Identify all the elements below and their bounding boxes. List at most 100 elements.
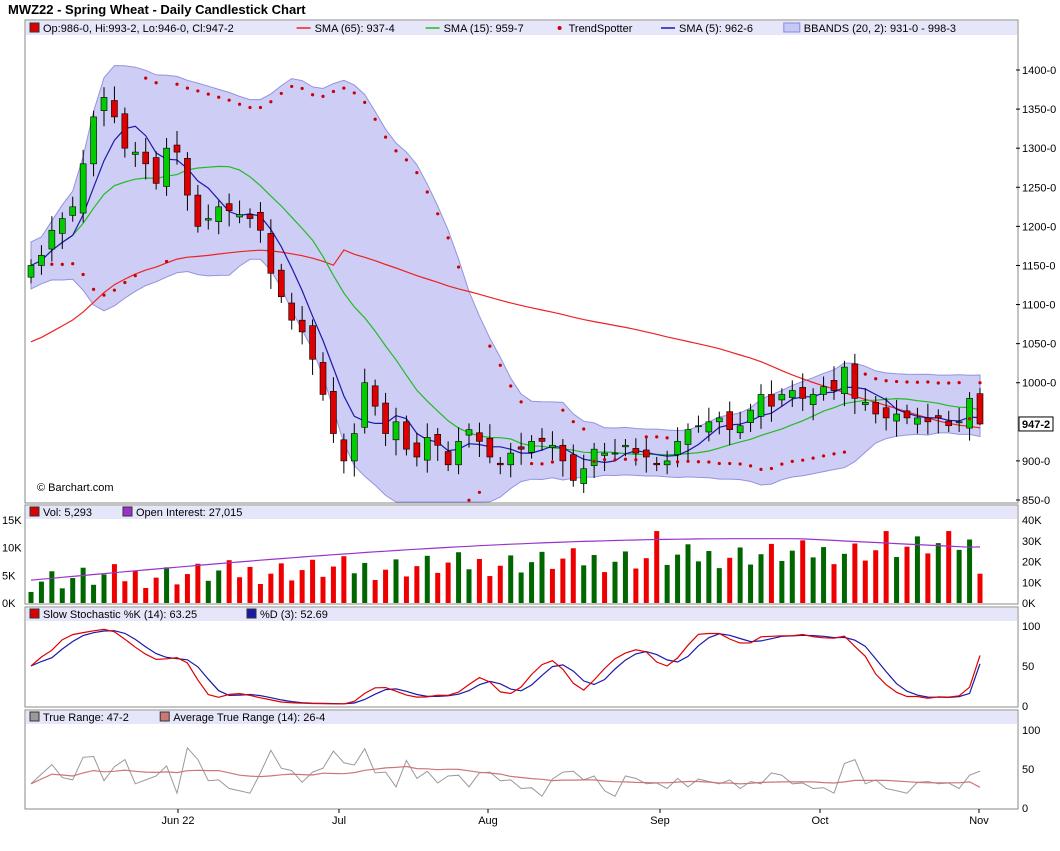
volume-bar <box>904 546 910 603</box>
volume-bar <box>768 543 774 603</box>
trendspotter-dot <box>582 427 586 431</box>
volume-bar <box>852 543 858 603</box>
candle-body <box>204 218 212 221</box>
volume-bar <box>570 548 576 603</box>
true-range-tick-label: 0 <box>1022 803 1028 815</box>
true-range-legend: True Range: 47-2 Average True Range (14):… <box>29 711 325 724</box>
candle-body <box>695 425 702 428</box>
x-tick-label: Sep <box>650 815 670 827</box>
trendspotter-dot <box>613 458 617 462</box>
trendspotter-dot <box>957 381 961 385</box>
price-tick-label: 850-0 <box>1022 495 1050 507</box>
price-tick-label: 1350-0 <box>1022 104 1056 116</box>
candle-body <box>225 203 233 212</box>
candle-body <box>58 218 66 234</box>
volume-bar <box>310 559 316 603</box>
trendspotter-dot <box>717 461 721 466</box>
trendspotter-dot <box>769 466 774 471</box>
volume-bar <box>758 554 764 603</box>
candle-body <box>48 229 56 250</box>
trendspotter-dot <box>894 379 899 384</box>
legend-swatch <box>122 506 133 517</box>
volume-bar <box>675 554 681 603</box>
x-tick-label: Jun 22 <box>161 815 194 827</box>
legend-swatch <box>783 22 801 33</box>
trendspotter-dot <box>60 262 64 266</box>
volume-bar <box>654 531 660 603</box>
volume-bar <box>184 574 190 603</box>
trendspotter-dot <box>81 272 85 277</box>
trendspotter-dot <box>300 86 304 91</box>
candle-body <box>851 363 859 399</box>
candle-body <box>705 421 713 433</box>
candle-body <box>559 444 567 462</box>
trendspotter-dot <box>738 462 742 466</box>
candle-body <box>267 233 275 274</box>
candle-body <box>809 394 817 405</box>
volume-bar <box>393 559 399 603</box>
volume-right-tick-label: 40K <box>1022 515 1042 527</box>
trendspotter-dot <box>258 105 263 110</box>
stochastic-d-line <box>30 630 981 705</box>
volume-bar <box>28 591 34 603</box>
true-range-tick-label: 100 <box>1022 725 1040 737</box>
bollinger-band <box>30 65 981 503</box>
trendspotter-dot <box>50 262 54 266</box>
volume-bar <box>351 573 357 603</box>
price-tick-label: 900-0 <box>1022 456 1050 468</box>
volume-bar <box>873 550 879 603</box>
candle-body <box>799 387 807 399</box>
trendspotter-dot <box>394 149 398 153</box>
volume-bar <box>497 565 503 603</box>
trendspotter-dot <box>342 86 346 90</box>
candle-body <box>142 151 150 165</box>
candle-body <box>653 462 661 466</box>
trendspotter-dot <box>488 344 492 348</box>
volume-bar <box>383 569 389 603</box>
legend-label: Slow Stochastic %K (14): 63.25 <box>43 609 197 621</box>
trendspotter-dot <box>91 287 96 291</box>
volume-bar <box>424 555 430 603</box>
price-tick-label: 1100-0 <box>1022 300 1055 312</box>
legend-label: True Range: 47-2 <box>43 712 129 724</box>
legend-label: Op:986-0, Hi:993-2, Lo:946-0, Cl:947-2 <box>43 23 234 35</box>
last-price-label: 947-2 <box>1022 419 1050 431</box>
trendspotter-dot <box>310 93 315 97</box>
volume-bar <box>591 555 597 603</box>
trendspotter-dot <box>133 274 137 278</box>
candle-body <box>684 429 692 445</box>
candle-body <box>569 454 577 481</box>
candle-body <box>340 439 348 462</box>
candle-body <box>736 425 744 434</box>
stochastic-legend-bar <box>26 608 1017 621</box>
trendspotter-dot <box>655 435 659 439</box>
candle-body <box>173 144 181 153</box>
volume-legend: Vol: 5,293 Open Interest: 27,015 <box>29 506 242 519</box>
candle-body <box>768 394 775 407</box>
candle-body <box>893 413 900 422</box>
price-panel: Op:986-0, Hi:993-2, Lo:946-0, Cl:947-2 SM… <box>24 19 1056 507</box>
trendspotter-dot <box>801 458 805 462</box>
volume-bar <box>831 564 837 603</box>
volume-bar <box>508 555 514 603</box>
candle-body <box>549 444 556 448</box>
volume-bar <box>49 571 55 603</box>
volume-bar <box>894 557 900 603</box>
trendspotter-dot <box>509 384 513 388</box>
candle-body <box>903 410 911 419</box>
volume-bar <box>862 560 868 603</box>
volume-bar <box>122 581 128 603</box>
trendspotter-dot <box>456 265 461 269</box>
candle-body <box>841 366 848 394</box>
trendspotter-dot <box>550 460 555 464</box>
trendspotter-dot <box>217 95 221 99</box>
candle-body <box>298 319 306 333</box>
volume-bar <box>925 553 931 603</box>
candle-body <box>131 151 139 155</box>
candle-body <box>90 116 97 165</box>
candle-body <box>934 415 942 419</box>
average-true-range-line <box>30 765 981 788</box>
trendspotter-dot <box>154 81 158 85</box>
sma-65-line <box>30 249 981 429</box>
volume-bar <box>695 561 701 603</box>
